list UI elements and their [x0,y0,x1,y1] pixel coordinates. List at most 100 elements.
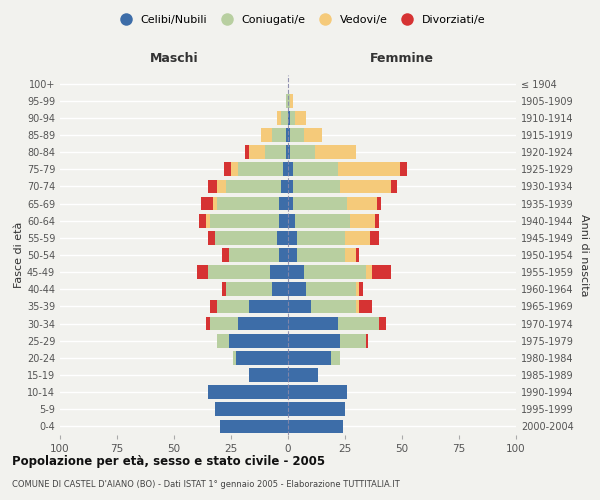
Bar [229,248,288,262]
Bar [288,180,293,194]
Bar [270,266,288,279]
Bar [202,196,288,210]
Bar [288,351,340,364]
Bar [288,94,293,108]
Bar [288,386,347,399]
Bar [226,180,288,194]
Bar [279,214,288,228]
Bar [272,282,288,296]
Bar [288,282,359,296]
Bar [220,420,288,434]
Bar [288,282,306,296]
Bar [208,386,288,399]
Text: Popolazione per età, sesso e stato civile - 2005: Popolazione per età, sesso e stato civil… [12,455,325,468]
Bar [286,94,288,108]
Bar [281,111,288,124]
Bar [217,334,288,347]
Bar [215,402,288,416]
Bar [286,146,288,159]
Bar [288,300,373,314]
Bar [286,94,288,108]
Bar [288,231,370,244]
Y-axis label: Anni di nascita: Anni di nascita [579,214,589,296]
Bar [265,146,288,159]
Bar [288,351,340,364]
Bar [288,180,397,194]
Bar [260,128,288,142]
Bar [288,146,356,159]
Bar [288,111,290,124]
Bar [288,351,331,364]
Bar [288,402,345,416]
Bar [288,266,304,279]
Bar [217,300,288,314]
Text: COMUNE DI CASTEL D'AIANO (BO) - Dati ISTAT 1° gennaio 2005 - Elaborazione TUTTIT: COMUNE DI CASTEL D'AIANO (BO) - Dati IST… [12,480,400,489]
Bar [208,386,288,399]
Text: Maschi: Maschi [149,52,199,64]
Bar [288,316,386,330]
Bar [215,402,288,416]
Bar [288,196,377,210]
Bar [286,94,288,108]
Bar [249,300,288,314]
Bar [236,351,288,364]
Bar [288,231,345,244]
Bar [217,180,288,194]
Y-axis label: Fasce di età: Fasce di età [14,222,24,288]
Bar [220,420,288,434]
Bar [288,248,359,262]
Bar [233,351,288,364]
Bar [277,111,288,124]
Bar [288,282,356,296]
Bar [279,248,288,262]
Bar [208,386,288,399]
Bar [288,162,293,176]
Bar [233,351,288,364]
Bar [288,266,391,279]
Bar [288,111,306,124]
Bar [288,368,317,382]
Bar [288,94,293,108]
Bar [215,402,288,416]
Bar [238,316,288,330]
Bar [277,231,288,244]
Bar [288,282,363,296]
Bar [217,334,288,347]
Bar [288,111,306,124]
Bar [224,162,288,176]
Bar [211,214,288,228]
Bar [208,231,288,244]
Bar [197,266,288,279]
Bar [208,386,288,399]
Bar [288,162,338,176]
Bar [288,231,297,244]
Bar [229,248,288,262]
Bar [288,146,290,159]
Bar [288,128,322,142]
Bar [213,196,288,210]
Bar [211,316,288,330]
Bar [288,214,350,228]
Bar [211,316,288,330]
Bar [231,162,288,176]
Bar [288,402,345,416]
Bar [288,316,379,330]
Bar [206,316,288,330]
Bar [288,180,340,194]
Bar [288,300,311,314]
Bar [288,266,365,279]
Bar [211,300,288,314]
Bar [206,214,288,228]
Bar [281,180,288,194]
Bar [288,231,379,244]
Bar [208,266,288,279]
Bar [288,214,379,228]
Bar [220,420,288,434]
Bar [217,334,288,347]
Bar [288,334,340,347]
Bar [233,351,288,364]
Bar [283,162,288,176]
Bar [288,196,293,210]
Bar [215,231,288,244]
Bar [288,196,347,210]
